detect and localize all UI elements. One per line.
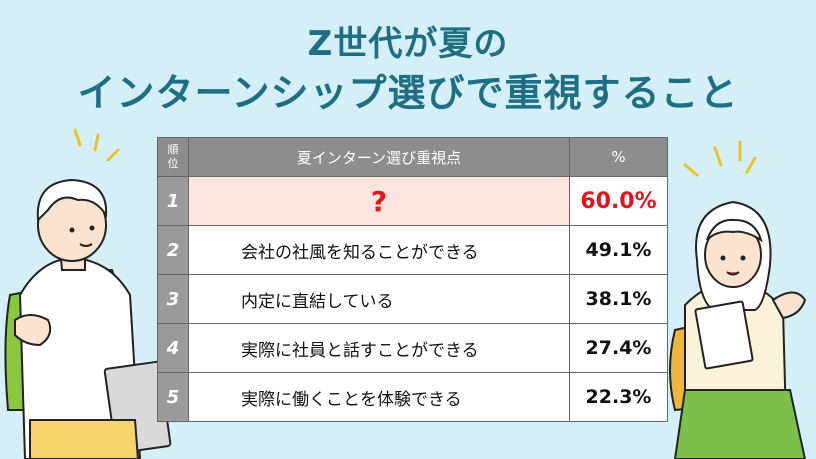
rank-cell: 5 <box>157 372 189 422</box>
table-header-row: 順 位 夏インターン選び重視点 % <box>157 137 668 177</box>
header-percent: % <box>569 137 668 177</box>
rank-cell: 3 <box>157 274 189 324</box>
header-item: 夏インターン選び重視点 <box>188 137 570 177</box>
percent-cell: 49.1% <box>569 225 668 275</box>
percent-cell: 38.1% <box>569 274 668 324</box>
item-cell: 会社の社風を知ることができる <box>188 225 570 275</box>
rank-cell: 1 <box>157 176 189 226</box>
header-rank: 順 位 <box>157 137 189 177</box>
percent-cell: 27.4% <box>569 323 668 373</box>
table-row: 4 実際に社員と話すことができる 27.4% <box>157 323 668 373</box>
percent-cell: 22.3% <box>569 372 668 422</box>
rank-cell: 2 <box>157 225 189 275</box>
rank-cell: 4 <box>157 323 189 373</box>
item-cell: 実際に社員と話すことができる <box>188 323 570 373</box>
percent-cell: 60.0% <box>569 176 668 226</box>
item-cell: ? <box>188 176 570 226</box>
title-line-1: Z世代が夏の <box>307 24 509 64</box>
sparkle-lines-right-icon <box>683 140 757 177</box>
table-row: 2 会社の社風を知ることができる 49.1% <box>157 225 668 275</box>
item-cell: 実際に働くことを体験できる <box>188 372 570 422</box>
table-row: 3 内定に直結している 38.1% <box>157 274 668 324</box>
header-rank-label: 順 位 <box>167 143 179 170</box>
item-cell: 内定に直結している <box>188 274 570 324</box>
table-row: 1 ? 60.0% <box>157 176 668 226</box>
ranking-table: 順 位 夏インターン選び重視点 % 1 ? 60.0% 2 会社の社風を知ること… <box>157 137 668 422</box>
male-student-with-backpack-icon <box>4 128 172 459</box>
female-student-with-notebook-icon <box>669 140 807 459</box>
sparkle-lines-left-icon <box>73 128 120 162</box>
title-line-2: インターンシップ選びで重視すること <box>77 71 739 115</box>
table-row: 5 実際に働くことを体験できる 22.3% <box>157 372 668 422</box>
